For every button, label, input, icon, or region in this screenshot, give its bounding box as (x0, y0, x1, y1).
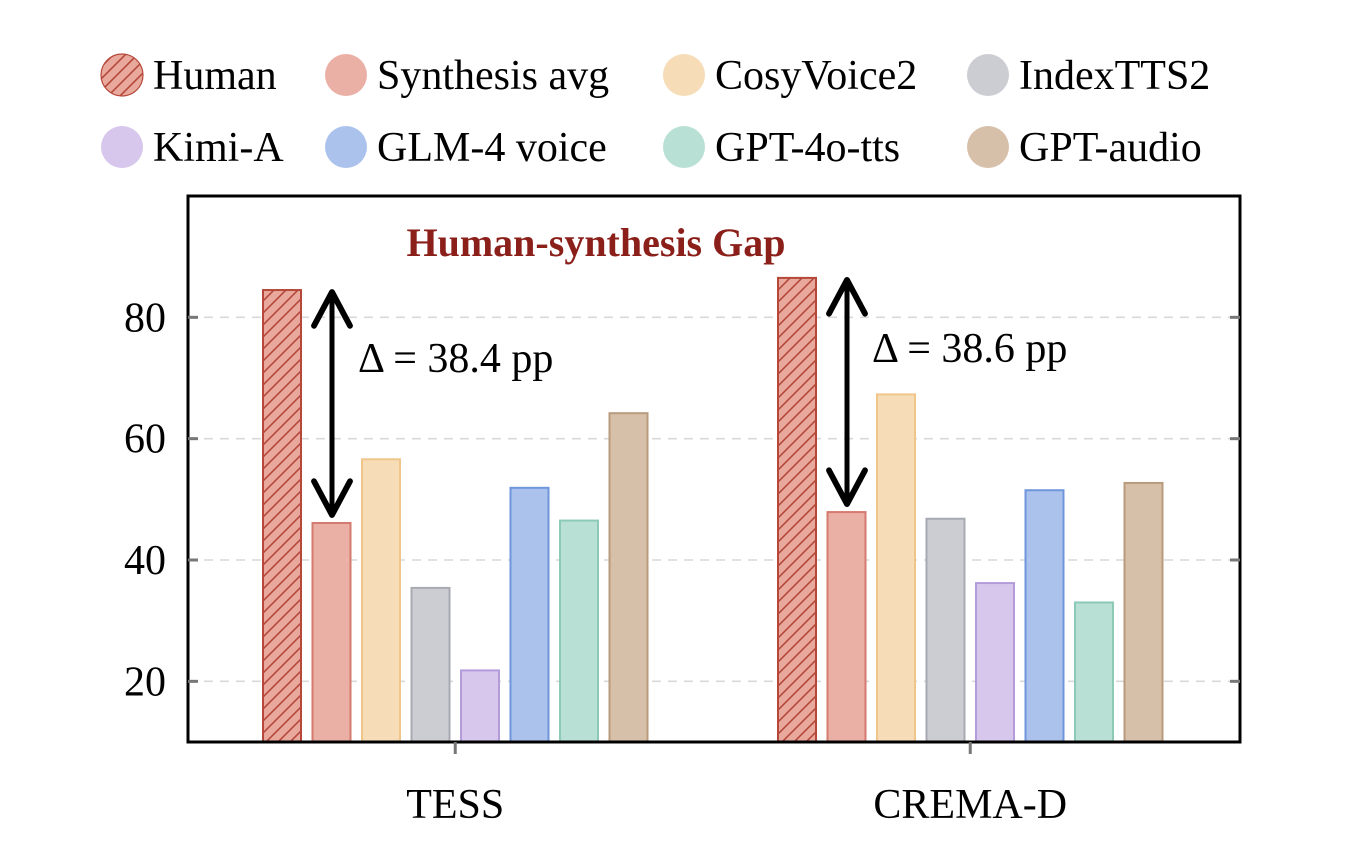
legend-label-glm-4-voice: GLM-4 voice (377, 125, 607, 171)
bar-crema-d-glm-4-voice (1024, 489, 1065, 743)
bar-tess-indextts2 (410, 586, 451, 744)
legend-label-indextts2: IndexTTS2 (1019, 53, 1210, 99)
legend-marker-human (100, 53, 144, 97)
bar-tess-synthesis-avg (311, 521, 352, 744)
bar-tess-glm-4-voice (509, 486, 550, 743)
legend-label-kimi-a: Kimi-A (153, 125, 284, 171)
legend-marker-kimi-a (101, 126, 143, 168)
bar-tess-kimi-a (460, 669, 500, 743)
legend-label-cosyvoice2: CosyVoice2 (715, 53, 917, 99)
x-tick-label-tess: TESS (406, 782, 504, 828)
legend-marker-gpt-audio (967, 126, 1009, 168)
y-tick-label-60: 60 (124, 417, 166, 463)
bar-tess-human (262, 289, 302, 743)
legend-label-gpt-4o-tts: GPT-4o-tts (715, 125, 900, 171)
bar-crema-d-synthesis-avg (826, 511, 867, 743)
y-tick-label-40: 40 (124, 538, 166, 584)
y-tick-label-80: 80 (124, 295, 166, 341)
bar-crema-d-human (777, 276, 817, 743)
bar-crema-d-kimi-a (975, 582, 1015, 744)
bar-tess-gpt-audio (608, 412, 649, 743)
legend-marker-gpt-4o-tts (663, 126, 705, 168)
bar-crema-d-gpt-audio (1123, 481, 1164, 743)
chart-title: Human-synthesis Gap (407, 220, 786, 265)
bar-crema-d-indextts2 (925, 517, 966, 743)
legend-marker-synthesis-avg (325, 54, 367, 96)
plot-frame (186, 194, 1242, 744)
legend-label-human: Human (153, 53, 277, 99)
bar-crema-d-gpt-4o-tts (1074, 601, 1114, 744)
legend-marker-cosyvoice2 (663, 54, 705, 96)
gap-label-crema-d: Δ = 38.6 pp (872, 326, 1067, 372)
legend-marker-indextts2 (967, 54, 1009, 96)
bar-crema-d-cosyvoice2 (876, 393, 916, 743)
bar-tess-gpt-4o-tts (559, 519, 599, 743)
gap-label-tess: Δ = 38.4 pp (358, 336, 553, 382)
bar-tess-cosyvoice2 (361, 458, 401, 743)
legend-label-gpt-audio: GPT-audio (1019, 125, 1202, 171)
y-tick-label-20: 20 (124, 659, 166, 705)
x-tick-label-crema-d: CREMA-D (873, 782, 1067, 828)
legend-marker-glm-4-voice (325, 126, 367, 168)
legend-label-synthesis-avg: Synthesis avg (377, 53, 609, 99)
